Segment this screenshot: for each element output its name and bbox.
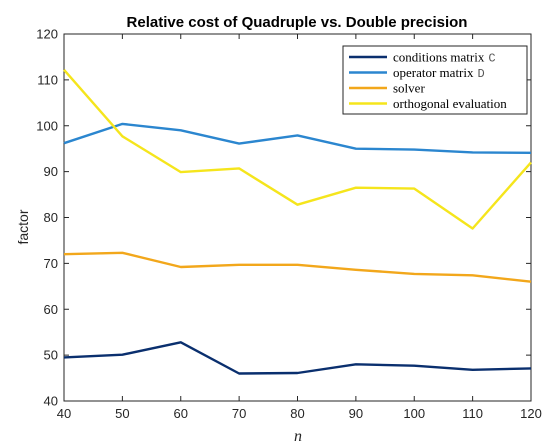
x-tick-label: 70 <box>232 406 246 421</box>
legend-label: operator matrix <box>393 65 474 80</box>
legend-label: conditions matrix <box>393 50 485 65</box>
x-tick-label: 50 <box>115 406 129 421</box>
y-tick-label: 90 <box>44 164 58 179</box>
y-tick-label: 120 <box>36 27 58 42</box>
legend-label: solver <box>393 81 425 96</box>
x-tick-label: 120 <box>520 406 542 421</box>
y-tick-label: 50 <box>44 348 58 363</box>
x-tick-label: 100 <box>403 406 425 421</box>
series-line-operator-matrix <box>63 122 532 154</box>
y-tick-label: 70 <box>44 256 58 271</box>
y-tick-label: 60 <box>44 302 58 317</box>
y-tick-label: 80 <box>44 210 58 225</box>
legend-code: C <box>488 52 495 66</box>
legend-label: orthogonal evaluation <box>393 96 507 111</box>
legend-code: D <box>478 67 485 81</box>
y-tick-label: 100 <box>36 118 58 133</box>
x-tick-label: 60 <box>174 406 188 421</box>
y-axis-label: factor <box>15 209 31 244</box>
x-tick-label: 90 <box>349 406 363 421</box>
series-line-solver <box>63 251 532 283</box>
series-layer <box>63 69 532 375</box>
x-tick-label: 110 <box>462 406 483 421</box>
axes-ticks: 40 50 60 70 80 90 100 110 120 40 50 60 70 80 90 100 110 1… <box>36 27 542 422</box>
x-tick-label: 80 <box>290 406 304 421</box>
y-tick-label: 40 <box>44 394 58 409</box>
chart-title: Relative cost of Quadruple vs. Double pr… <box>127 14 468 31</box>
x-tick-label: 40 <box>57 406 71 421</box>
x-axis-label: n <box>294 428 302 445</box>
y-tick-label: 110 <box>37 72 58 87</box>
series-line-orthogonal-evaluation <box>63 69 532 230</box>
series-line-conditions-matrix <box>63 341 532 375</box>
